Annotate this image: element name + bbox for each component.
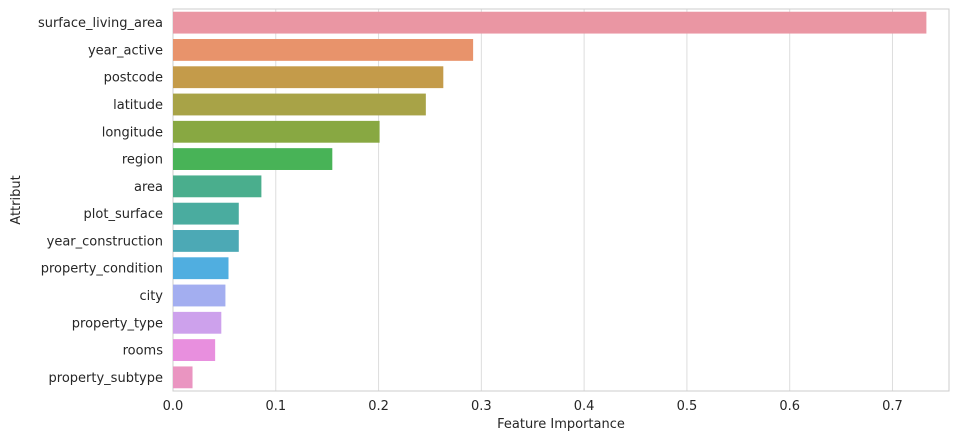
y-tick-label: rooms <box>123 344 164 359</box>
bar-city <box>173 284 226 307</box>
y-tick-label: year_active <box>88 43 163 58</box>
y-tick-label: postcode <box>104 71 163 86</box>
y-tick-label: property_condition <box>41 262 163 277</box>
bar-region <box>173 148 333 170</box>
bar-latitude <box>173 93 426 116</box>
y-tick-label: property_type <box>72 316 163 331</box>
y-tick-label: year_construction <box>47 234 163 249</box>
y-axis-label: Attribut <box>9 175 24 224</box>
bar-postcode <box>173 66 444 89</box>
bar-surface-living-area <box>173 11 927 34</box>
y-tick-labels: surface_living_area year_active postcode la… <box>38 16 163 386</box>
plot-area <box>172 8 950 392</box>
y-tick-label: longitude <box>102 125 163 140</box>
x-tick-label: 0.0 <box>163 399 184 414</box>
bar-year-active <box>173 39 474 61</box>
x-tick-label: 0.6 <box>779 399 800 414</box>
y-tick-label: area <box>134 180 163 195</box>
y-tick-label: plot_surface <box>84 207 163 222</box>
bar-longitude <box>173 120 380 143</box>
x-tick-label: 0.3 <box>471 399 492 414</box>
bar-rooms <box>173 339 216 361</box>
x-tick-label: 0.5 <box>677 399 698 414</box>
x-tick-label: 0.7 <box>882 399 903 414</box>
bar-plot-surface <box>173 202 239 225</box>
bar-area <box>173 175 262 198</box>
bar-property-subtype <box>173 366 193 389</box>
x-tick-labels: 0.0 0.1 0.2 0.3 0.4 0.5 0.6 0.7 <box>163 399 903 414</box>
x-tick-label: 0.4 <box>574 399 595 414</box>
x-axis-label: Feature Importance <box>497 417 625 432</box>
bars <box>173 11 927 389</box>
y-tick-label: city <box>139 289 163 304</box>
bar-property-type <box>173 311 222 334</box>
bar-property-condition <box>173 257 229 280</box>
y-tick-label: region <box>122 153 163 168</box>
y-tick-label: property_subtype <box>49 371 163 386</box>
y-tick-label: surface_living_area <box>38 16 163 31</box>
x-tick-label: 0.2 <box>368 399 389 414</box>
y-tick-label: latitude <box>113 98 163 113</box>
bar-year-construction <box>173 230 239 252</box>
x-tick-label: 0.1 <box>265 399 286 414</box>
